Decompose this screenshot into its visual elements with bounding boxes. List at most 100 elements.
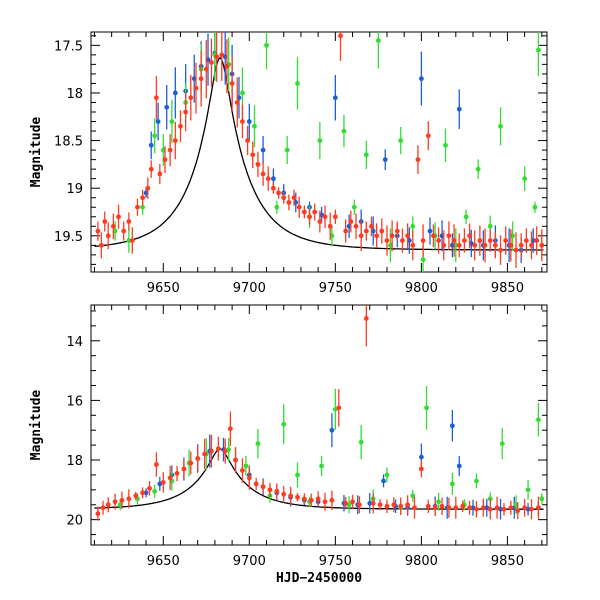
- red-data-point: [425, 503, 431, 509]
- red-data-point: [498, 247, 503, 253]
- y-tick-label: 19.5: [54, 230, 83, 245]
- red-data-point: [374, 233, 380, 239]
- red-data-point: [157, 171, 163, 177]
- bottom-y-axis-label: Magnitude: [29, 390, 44, 461]
- red-data-point: [508, 242, 514, 248]
- red-data-point: [227, 426, 233, 432]
- red-data-point: [240, 468, 245, 473]
- green-data-point: [140, 204, 146, 210]
- red-data-point: [467, 233, 472, 239]
- green-data-point: [499, 441, 505, 447]
- red-data-point: [246, 475, 252, 481]
- red-data-point: [147, 485, 152, 491]
- red-data-point: [233, 457, 238, 463]
- red-data-point: [98, 242, 104, 248]
- red-data-point: [432, 505, 438, 511]
- red-data-point: [501, 506, 507, 512]
- model-curve: [94, 56, 544, 251]
- red-data-point: [307, 214, 312, 220]
- red-data-point: [110, 223, 116, 229]
- y-tick-label: 18.5: [54, 135, 83, 150]
- green-data-point: [474, 478, 479, 484]
- red-data-point: [135, 204, 140, 210]
- green-data-point: [295, 472, 300, 478]
- green-data-point: [535, 417, 541, 423]
- red-data-point: [384, 238, 390, 243]
- red-data-point: [312, 209, 318, 215]
- red-data-point: [446, 233, 452, 239]
- red-data-point: [529, 242, 534, 248]
- green-data-point: [284, 147, 290, 153]
- red-data-point: [274, 488, 280, 494]
- red-data-point: [153, 95, 159, 101]
- blue-data-point: [456, 106, 462, 112]
- green-data-point: [384, 472, 390, 478]
- y-tick-label: 17.5: [54, 39, 83, 54]
- blue-data-point: [449, 423, 455, 429]
- blue-data-point: [246, 119, 252, 124]
- red-data-point: [462, 238, 467, 243]
- red-data-point: [534, 238, 540, 243]
- blue-data-point: [418, 454, 424, 460]
- top-plot-frame: [90, 31, 548, 273]
- green-data-point: [498, 123, 503, 129]
- red-data-point: [295, 494, 300, 500]
- red-data-point: [260, 171, 266, 177]
- y-tick-label: 14: [66, 335, 83, 350]
- red-data-point: [384, 503, 390, 509]
- red-data-point: [522, 505, 528, 511]
- red-data-point: [209, 448, 214, 454]
- blue-data-point: [418, 76, 424, 82]
- red-data-point: [281, 491, 287, 497]
- red-data-point: [112, 499, 118, 505]
- y-tick-label: 20: [66, 514, 83, 529]
- red-data-point: [348, 219, 354, 224]
- red-data-point: [240, 119, 245, 124]
- red-data-point: [181, 466, 187, 472]
- red-data-point: [215, 446, 221, 452]
- red-data-point: [202, 451, 207, 457]
- x-tick-label: 9750: [319, 554, 352, 569]
- green-data-point: [351, 204, 357, 210]
- green-data-point: [295, 81, 300, 86]
- red-data-point: [508, 505, 514, 511]
- red-data-point: [126, 219, 132, 224]
- red-data-point: [400, 238, 405, 243]
- red-data-point: [436, 238, 441, 243]
- blue-data-point: [329, 427, 335, 433]
- red-data-point: [315, 496, 321, 502]
- red-data-point: [140, 490, 146, 496]
- red-data-point: [441, 242, 447, 248]
- green-data-point: [539, 496, 545, 502]
- red-data-point: [276, 190, 281, 196]
- green-data-point: [152, 133, 158, 139]
- red-data-point: [183, 109, 189, 115]
- red-data-point: [322, 214, 328, 220]
- green-data-point: [363, 152, 369, 158]
- red-data-point: [350, 499, 355, 505]
- green-data-point: [240, 90, 245, 96]
- red-data-point: [100, 505, 106, 511]
- red-data-point: [394, 228, 400, 234]
- blue-data-point: [381, 478, 386, 484]
- red-data-point: [245, 138, 250, 143]
- green-data-point: [436, 499, 441, 505]
- red-data-point: [291, 195, 297, 201]
- x-tick-label: 9700: [233, 281, 266, 296]
- red-data-point: [162, 157, 168, 163]
- red-data-point: [477, 238, 483, 243]
- red-data-point: [167, 147, 173, 153]
- green-data-point: [449, 481, 455, 487]
- green-data-point: [281, 421, 287, 427]
- red-data-point: [377, 502, 383, 508]
- green-data-point: [255, 441, 261, 447]
- red-data-point: [193, 85, 199, 91]
- green-data-point: [535, 47, 541, 53]
- red-data-point: [129, 238, 135, 243]
- red-data-point: [271, 185, 276, 191]
- green-data-point: [525, 487, 531, 493]
- red-data-point: [398, 503, 404, 509]
- red-data-point: [453, 505, 459, 511]
- blue-data-point: [260, 147, 266, 153]
